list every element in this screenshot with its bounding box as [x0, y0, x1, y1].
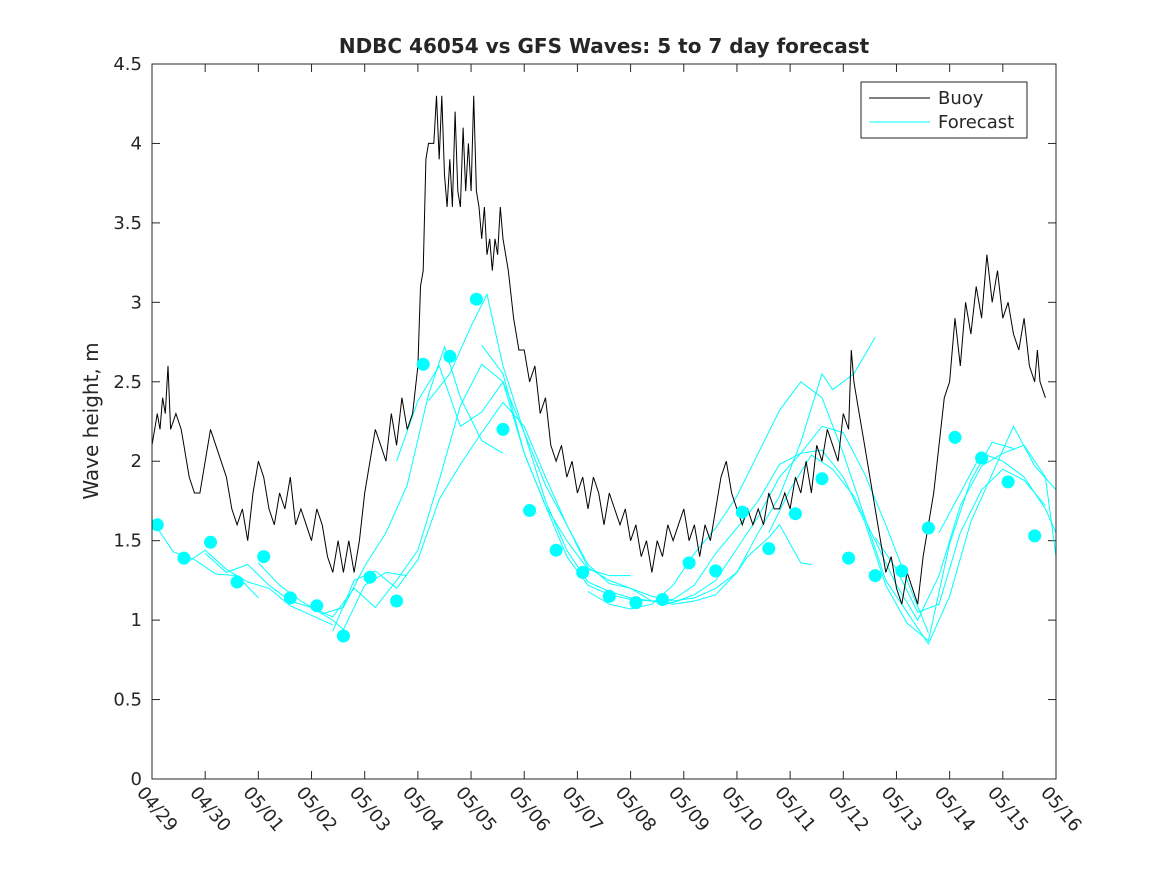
- forecast-point: [416, 357, 430, 371]
- forecast-line: [768, 444, 1056, 622]
- forecast-point: [283, 591, 297, 605]
- forecast-point: [576, 565, 590, 579]
- forecast-line: [874, 468, 1046, 613]
- forecast-line: [396, 337, 876, 602]
- legend-box: [860, 81, 1028, 139]
- forecast-point: [496, 422, 510, 436]
- forecast-line: [332, 401, 812, 632]
- forecast-point: [709, 564, 723, 578]
- forecast-point: [390, 594, 404, 608]
- forecast-point: [788, 507, 802, 521]
- buoy-line: [152, 95, 1046, 605]
- forecast-point: [975, 451, 989, 465]
- forecast-point: [656, 593, 669, 606]
- legend: Buoy Forecast: [860, 81, 1028, 139]
- y-ticks: 0 0.5 1 1.5 2 2.5 3 3.5 4 4.5: [113, 54, 1056, 790]
- forecast-point: [868, 569, 882, 583]
- forecast-line: [183, 549, 334, 626]
- forecast-line: [311, 363, 631, 618]
- forecast-point: [602, 589, 616, 603]
- forecast-point: [921, 521, 935, 535]
- forecast-point: [177, 551, 191, 565]
- forecast-point: [469, 292, 483, 306]
- forecast-line: [938, 452, 1056, 533]
- forecast-point: [310, 599, 324, 613]
- forecast-point: [549, 543, 563, 557]
- y-tick-label: 3.5: [113, 213, 142, 234]
- y-tick-label: 1.5: [113, 531, 142, 552]
- forecast-line: [428, 292, 929, 633]
- forecast-point: [443, 349, 457, 363]
- y-tick-label: 3: [131, 292, 142, 313]
- y-tick-label: 4.5: [113, 54, 142, 75]
- chart-title: NDBC 46054 vs GFS Waves: 5 to 7 day fore…: [339, 34, 870, 58]
- forecast-point: [895, 564, 909, 578]
- y-tick-label: 4: [131, 133, 142, 154]
- forecast-point: [523, 504, 537, 517]
- forecast-point: [1028, 529, 1042, 543]
- forecast-line: [587, 381, 1056, 645]
- y-tick-label: 0.5: [113, 690, 142, 711]
- forecast-point: [1001, 475, 1015, 489]
- forecast-point: [257, 550, 271, 564]
- y-tick-label: 0: [131, 769, 142, 790]
- y-tick-label: 2.5: [113, 372, 142, 393]
- forecast-point: [735, 505, 749, 519]
- y-tick-label: 1: [131, 610, 142, 631]
- y-tick-label: 2: [131, 451, 142, 472]
- forecast-point: [682, 556, 696, 570]
- forecast-point: [336, 629, 350, 643]
- plot-area-frame: [151, 63, 1057, 780]
- forecast-point: [842, 551, 856, 565]
- plot-series: [152, 95, 1056, 645]
- y-axis-label: Wave height, m: [79, 342, 103, 499]
- forecast-point: [629, 596, 643, 610]
- forecast-point: [230, 575, 244, 589]
- forecast-point: [363, 570, 377, 584]
- legend-forecast-label: Forecast: [938, 112, 1014, 133]
- forecast-point: [948, 430, 962, 444]
- legend-buoy-label: Buoy: [938, 88, 984, 109]
- forecast-point: [762, 542, 776, 556]
- forecast-point: [204, 535, 217, 549]
- forecast-point: [815, 472, 829, 486]
- forecast-line: [258, 345, 504, 615]
- forecast-point: [152, 518, 164, 532]
